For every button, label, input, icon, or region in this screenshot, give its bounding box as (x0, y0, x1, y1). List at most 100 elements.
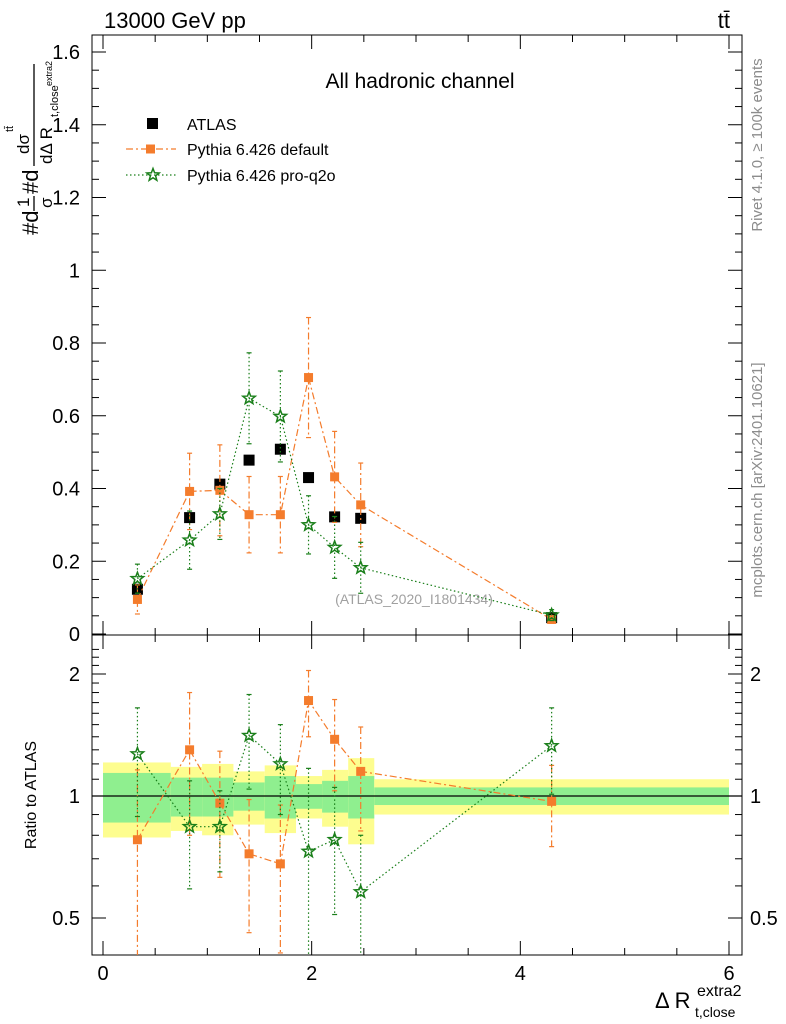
svg-text:Δ R: Δ R (655, 988, 690, 1013)
y-tick-label: 0.6 (52, 406, 80, 428)
svg-text:extra2: extra2 (44, 61, 54, 86)
y-tick-label: 1.6 (52, 42, 80, 64)
atlas-point (243, 454, 255, 466)
axes-frame (91, 34, 743, 956)
ratio-point-default (132, 835, 142, 845)
ratio-band-inner (170, 777, 203, 817)
ratio-tick-label: 2 (750, 664, 761, 686)
svg-text:dσ: dσ (14, 134, 33, 154)
atlas-point (214, 478, 226, 490)
x-tick-label: 6 (723, 963, 734, 985)
svg-text:1: 1 (14, 198, 33, 207)
main-point-proq2o (543, 606, 560, 623)
svg-text:#d: #d (18, 211, 43, 235)
svg-text:#d: #d (18, 170, 43, 194)
x-tick-labels: 0 2 4 6 (97, 963, 734, 985)
ratio-point-default (244, 849, 254, 859)
main-point-proq2o (326, 538, 343, 555)
y-tick-label: 0.4 (52, 479, 80, 501)
x-tick-label: 4 (515, 963, 526, 985)
ratio-point-proq2o (272, 755, 289, 771)
y-axis-label: #d 1 σ #d dσ tt̄ dΔ R t,close extra2 (4, 61, 61, 235)
main-point-proq2o (352, 559, 369, 575)
main-point-default (215, 485, 225, 495)
main-point-default (132, 594, 142, 604)
main-point-proq2o (129, 570, 146, 586)
main-point-proq2o (272, 407, 289, 424)
main-point-proq2o (240, 389, 258, 406)
process-label: tt̄ (718, 8, 730, 33)
ratio-point-proq2o (326, 831, 343, 847)
ratio-point-proq2o (240, 726, 258, 743)
main-point-default (330, 472, 340, 482)
ratio-point-default (275, 859, 285, 869)
x-tick-label: 0 (97, 963, 108, 985)
legend-marker-proq2o (144, 166, 162, 182)
analysis-watermark: (ATLAS_2020_I1801434) (335, 591, 493, 607)
legend-label-default: Pythia 6.426 default (187, 142, 329, 159)
ratio-point-proq2o (543, 737, 560, 753)
ratio-point-proq2o (352, 883, 369, 899)
ratio-point-default (185, 745, 195, 755)
ratio-point-default (304, 696, 314, 706)
y-tick-labels: 0 0.2 0.4 0.6 0.8 1 1.2 1.4 1.6 (52, 42, 80, 646)
main-point-proq2o (300, 516, 317, 532)
y-tick-label: 0.2 (52, 551, 80, 573)
svg-text:t,close: t,close (695, 1004, 736, 1020)
ratio-point-proq2o (181, 818, 198, 834)
legend-label-proq2o: Pythia 6.426 pro-q2o (187, 168, 336, 185)
atlas-point (303, 472, 315, 484)
main-point-default (185, 486, 195, 496)
y-tick-label: 0 (69, 624, 80, 646)
main-point-proq2o (181, 531, 198, 548)
main-point-default (304, 373, 314, 383)
main-plot-series (129, 316, 560, 624)
x-axis-label: Δ R extra2 t,close (655, 983, 742, 1020)
svg-text:tt̄: tt̄ (4, 126, 16, 132)
y-tick-label: 0.8 (52, 333, 80, 355)
svg-text:dΔ R: dΔ R (37, 127, 56, 164)
y-tick-label: 1 (69, 260, 80, 282)
svg-text:σ: σ (37, 197, 56, 208)
ratio-point-default (547, 796, 557, 806)
ratio-point-default (356, 766, 366, 776)
energy-label: 13000 GeV pp (104, 8, 246, 33)
ratio-line-proq2o (136, 734, 552, 893)
x-tick-label: 2 (306, 963, 317, 985)
mcplots-label: mcplots.cern.ch [arXiv:2401.10621] (749, 362, 766, 597)
ratio-tick-label: 0.5 (52, 908, 80, 930)
main-point-default (356, 500, 366, 510)
y-tick-label: 1.4 (52, 115, 80, 137)
legend-marker-default (146, 144, 155, 154)
legend-star-shape (144, 166, 162, 182)
ratio-point-proq2o (300, 842, 317, 859)
ratio-point-default (330, 734, 340, 744)
legend-marker-atlas (147, 118, 158, 129)
legend-label-atlas: ATLAS (187, 117, 237, 134)
atlas-point (274, 443, 286, 455)
main-line-default (136, 377, 552, 621)
ratio-plot-series (129, 669, 560, 955)
main-point-default (547, 614, 557, 624)
svg-text:extra2: extra2 (697, 983, 742, 1000)
ratio-y-axis-label: Ratio to ATLAS (23, 741, 40, 849)
main-point-default (244, 510, 254, 520)
ratio-tick-label: 0.5 (750, 908, 778, 930)
ratio-point-proq2o (129, 745, 146, 761)
ratio-plot-frame (91, 634, 743, 956)
ratio-band-inner (202, 777, 234, 817)
y-tick-label: 1.2 (52, 188, 80, 210)
svg-text:t,close: t,close (49, 85, 61, 117)
ratio-uncertainty-bands (103, 758, 729, 845)
main-point-proq2o (211, 505, 229, 521)
ratio-point-proq2o (211, 818, 229, 834)
ratio-tick-label: 2 (69, 664, 80, 686)
rivet-version-label: Rivet 4.1.0, ≥ 100k events (749, 58, 766, 231)
ratio-tick-label: 1 (750, 786, 761, 808)
chart-title: All hadronic channel (325, 70, 514, 93)
legend: ATLAS Pythia 6.426 default Pythia 6.426 … (126, 117, 336, 185)
ratio-tick-labels: 0.5 1 2 0.5 1 2 (52, 664, 778, 930)
main-point-default (275, 510, 285, 520)
ratio-tick-label: 1 (69, 786, 80, 808)
